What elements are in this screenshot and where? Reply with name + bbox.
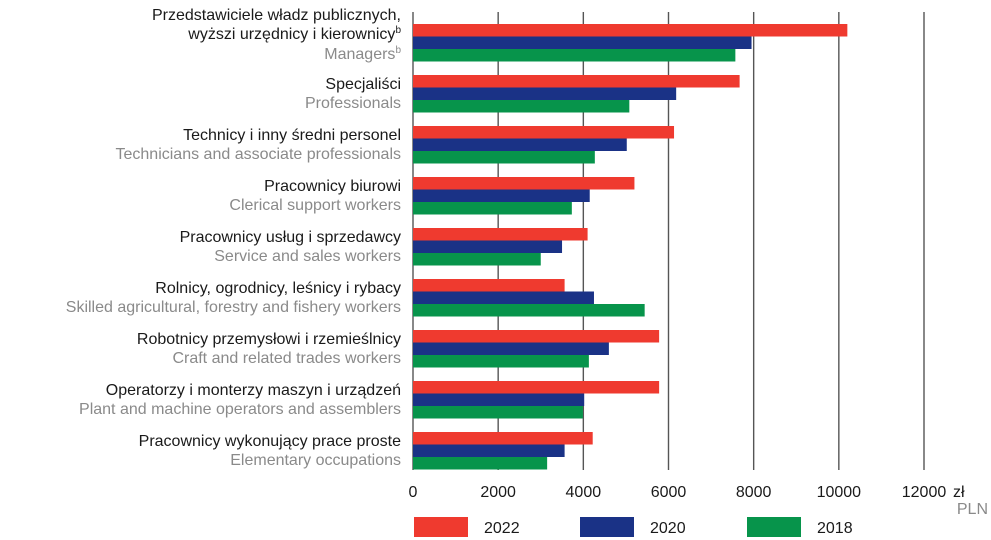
legend-swatch-2018 [747,517,801,537]
bar-2020-1 [413,36,752,49]
legend-label-2018: 2018 [817,520,853,537]
category-label-pl: wyższi urzędnicy i kierownicyb [187,25,401,43]
category-label-en: Elementary occupations [230,452,401,469]
bar-2022-9 [413,432,593,445]
x-tick-label: 6000 [651,484,687,501]
bar-2020-7 [413,342,609,355]
legend-swatch-2022 [414,517,468,537]
bar-2022-7 [413,330,660,343]
x-tick-label: 12000 [902,484,947,501]
x-tick-label: 8000 [736,484,772,501]
bar-2018-7 [413,355,589,368]
category-label-pl: Robotnicy przemysłowi i rzemieślnicy [137,331,401,348]
category-label-pl: Pracownicy usług i sprzedawcy [180,229,401,246]
category-label-en: Service and sales workers [214,248,401,265]
category-label-pl: Pracownicy wykonujący prace proste [139,433,401,450]
category-label-en: Skilled agricultural, forestry and fishe… [66,299,401,316]
bar-2020-8 [413,393,585,406]
bar-2018-9 [413,457,548,470]
superscript: b [395,45,401,56]
bar-2020-6 [413,291,594,304]
bar-2022-8 [413,381,660,394]
bar-2022-1 [413,24,848,37]
x-tick-label: 10000 [817,484,862,501]
x-tick-label: 0 [409,484,418,501]
bar-2018-2 [413,100,630,113]
x-tick-label: 2000 [480,484,516,501]
bar-2018-3 [413,151,595,164]
category-label-pl: Pracownicy biurowi [264,178,401,195]
bar-2022-2 [413,75,740,88]
bar-2018-1 [413,49,736,62]
bar-2018-6 [413,304,645,317]
category-label-pl: Rolnicy, ogrodnicy, leśnicy i rybacy [155,280,401,297]
bar-2022-4 [413,177,635,190]
bar-2020-5 [413,240,563,253]
category-label-en: Craft and related trades workers [172,350,401,367]
x-unit-label-pl: zł [953,484,965,501]
bar-2020-3 [413,138,627,151]
category-label-en: Plant and machine operators and assemble… [79,401,401,418]
bar-2022-3 [413,126,675,139]
category-label-en: Managersb [324,45,401,63]
legend-swatch-2020 [580,517,634,537]
category-label-pl: Operatorzy i monterzy maszyn i urządzeń [106,382,401,399]
category-label-en: Clerical support workers [229,197,401,214]
bar-2018-8 [413,406,583,419]
bar-2018-5 [413,253,541,266]
superscript: b [395,25,401,36]
bar-2020-4 [413,189,590,202]
bar-2020-2 [413,87,677,100]
legend-label-2020: 2020 [650,520,686,537]
category-label-pl: Przedstawiciele władz publicznych, [152,7,401,24]
category-label-en: Technicians and associate professionals [116,146,402,163]
x-tick-label: 4000 [566,484,602,501]
category-label-en: Professionals [305,95,401,112]
bar-2022-6 [413,279,565,292]
x-unit-label-en: PLN [957,501,988,518]
legend-label-2022: 2022 [484,520,520,537]
bar-2018-4 [413,202,572,215]
bar-2022-5 [413,228,588,241]
bar-2020-9 [413,444,565,457]
category-label-pl: Specjaliści [325,76,401,93]
category-label-pl: Technicy i inny średni personel [183,127,401,144]
